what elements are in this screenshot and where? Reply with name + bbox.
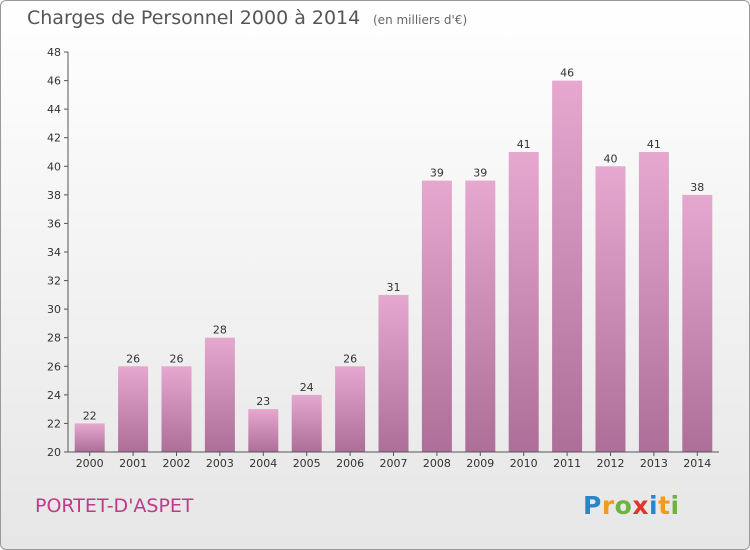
y-tick-label-22: 22 <box>47 417 61 430</box>
x-tick-label-2006: 2006 <box>336 457 364 470</box>
y-tick-label-20: 20 <box>47 446 61 459</box>
y-tick-label-42: 42 <box>47 132 61 145</box>
bar-2001 <box>118 366 149 452</box>
y-tick-label-30: 30 <box>47 303 61 316</box>
value-label-2000: 22 <box>83 409 97 422</box>
value-label-2001: 26 <box>126 352 140 365</box>
x-tick-label-2010: 2010 <box>510 457 538 470</box>
y-tick-label-28: 28 <box>47 332 61 345</box>
x-tick-label-2005: 2005 <box>293 457 321 470</box>
value-label-2005: 24 <box>300 381 314 394</box>
y-tick-label-32: 32 <box>47 275 61 288</box>
x-tick-label-2001: 2001 <box>119 457 147 470</box>
commune-name: PORTET-D'ASPET <box>35 495 194 517</box>
chart-title: Charges de Personnel 2000 à 2014 <box>27 7 361 29</box>
bar-2007 <box>378 294 409 452</box>
logo-letter: i <box>649 491 659 520</box>
proxiti-logo: Proxiti <box>583 491 680 520</box>
value-label-2010: 41 <box>517 138 531 151</box>
x-tick-label-2000: 2000 <box>76 457 104 470</box>
value-label-2013: 41 <box>647 138 661 151</box>
bar-2000 <box>74 423 105 452</box>
bar-2014 <box>682 194 713 452</box>
logo-letter: o <box>614 491 633 520</box>
x-tick-label-2011: 2011 <box>553 457 581 470</box>
bar-2012 <box>595 166 626 453</box>
y-tick-label-36: 36 <box>47 217 61 230</box>
bar-2009 <box>465 180 496 452</box>
y-tick-label-40: 40 <box>47 160 61 173</box>
bar-2010 <box>508 152 539 452</box>
value-label-2002: 26 <box>170 352 184 365</box>
x-tick-label-2014: 2014 <box>683 457 711 470</box>
x-tick-label-2013: 2013 <box>640 457 668 470</box>
value-label-2011: 46 <box>560 67 574 80</box>
logo-letter: r <box>601 491 615 520</box>
y-tick-label-48: 48 <box>47 46 61 59</box>
value-label-2014: 38 <box>690 181 704 194</box>
value-label-2007: 31 <box>387 281 401 294</box>
logo-letter: t <box>658 491 671 520</box>
bar-2003 <box>204 337 235 452</box>
value-label-2006: 26 <box>343 352 357 365</box>
logo-letter: i <box>670 491 680 520</box>
y-tick-label-44: 44 <box>47 103 61 116</box>
bar-2013 <box>638 152 669 452</box>
x-tick-label-2007: 2007 <box>380 457 408 470</box>
x-tick-label-2012: 2012 <box>597 457 625 470</box>
x-tick-label-2008: 2008 <box>423 457 451 470</box>
x-tick-label-2004: 2004 <box>249 457 277 470</box>
value-label-2009: 39 <box>473 167 487 180</box>
x-tick-label-2003: 2003 <box>206 457 234 470</box>
chart-subtitle: (en milliers d'€) <box>373 13 468 27</box>
value-label-2008: 39 <box>430 167 444 180</box>
value-label-2012: 40 <box>604 152 618 165</box>
bar-2005 <box>291 394 322 452</box>
bar-2002 <box>161 366 192 452</box>
value-label-2004: 23 <box>256 395 270 408</box>
x-tick-label-2009: 2009 <box>466 457 494 470</box>
y-tick-label-26: 26 <box>47 360 61 373</box>
logo-letter: P <box>583 491 602 520</box>
y-tick-label-34: 34 <box>47 246 61 259</box>
y-tick-label-24: 24 <box>47 389 61 402</box>
y-tick-label-46: 46 <box>47 75 61 88</box>
y-tick-label-38: 38 <box>47 189 61 202</box>
x-tick-label-2002: 2002 <box>163 457 191 470</box>
value-label-2003: 28 <box>213 324 227 337</box>
bar-2004 <box>248 409 279 452</box>
bar-2008 <box>421 180 452 452</box>
bar-2011 <box>552 80 583 452</box>
bar-2006 <box>335 366 366 452</box>
logo-letter: x <box>632 491 649 520</box>
